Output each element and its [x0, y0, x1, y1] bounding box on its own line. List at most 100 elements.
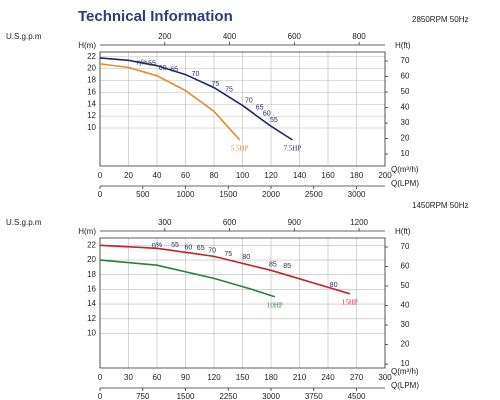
x-tick-label: 120	[264, 171, 278, 180]
y2-tick-label: 20	[401, 340, 410, 349]
curve-label: 15HP	[342, 298, 358, 306]
x-tick-label: 20	[124, 171, 133, 180]
y2-tick-label: 70	[401, 56, 410, 65]
x2-tick-label: 750	[136, 392, 150, 400]
y-tick-label: 12	[87, 314, 96, 323]
y-tick-label: 18	[87, 270, 96, 279]
x-tick-label: 100	[236, 171, 250, 180]
x-tick-label: 60	[181, 171, 190, 180]
efficiency-label: 70	[192, 71, 200, 78]
efficiency-label: 65	[256, 105, 264, 112]
efficiency-label: 75	[212, 81, 220, 88]
efficiency-label: 65	[170, 67, 178, 74]
y2-tick-label: 50	[401, 87, 410, 96]
curve-label: 5.5HP	[231, 144, 249, 152]
y-tick-label: 20	[87, 255, 96, 264]
y2-tick-label: 50	[401, 281, 410, 290]
x3-tick-label: 900	[288, 218, 302, 227]
x2-tick-label: 3000	[348, 190, 366, 199]
y2-tick-label: 10	[401, 149, 410, 158]
x3-tick-label: 200	[158, 32, 172, 41]
x-tick-label: 240	[321, 373, 335, 382]
y2-tick-label: 20	[401, 134, 410, 143]
x2-tick-label: 1500	[219, 190, 237, 199]
efficiency-label: 60	[159, 65, 167, 72]
efficiency-label: 75	[225, 86, 233, 93]
x3-axis-label: U.S.g.p.m	[6, 218, 42, 227]
x-tick-label: 210	[293, 373, 307, 382]
x-tick-label: 0	[98, 373, 103, 382]
x2-tick-label: 2000	[262, 190, 280, 199]
y2-tick-label: 70	[401, 242, 410, 251]
x2-axis-label: Q(LPM)	[391, 381, 419, 390]
efficiency-label: 55	[148, 61, 156, 68]
x-tick-label: 0	[98, 171, 103, 180]
x-tick-label: 80	[210, 171, 219, 180]
x-axis-label: Q(m³/h)	[391, 367, 419, 376]
x2-axis-label: Q(LPM)	[391, 179, 419, 188]
curve	[99, 259, 276, 298]
x-tick-label: 90	[181, 373, 190, 382]
efficiency-label: 60	[184, 244, 192, 251]
x2-tick-label: 3750	[305, 392, 323, 400]
y-tick-label: 20	[87, 64, 96, 73]
x3-tick-label: 800	[352, 32, 366, 41]
y-tick-label: 14	[87, 299, 96, 308]
x3-axis-label: U.S.g.p.m	[6, 32, 42, 41]
y-tick-label: 10	[87, 123, 96, 132]
y2-tick-label: 40	[401, 103, 410, 112]
curve-label: 10HP	[267, 301, 283, 309]
plot-frame	[99, 237, 386, 369]
efficiency-label: 60	[263, 111, 271, 118]
x3-tick-label: 400	[223, 32, 237, 41]
efficiency-label: 55	[270, 117, 278, 124]
x3-tick-label: 600	[288, 32, 302, 41]
curve-label: 7.5HP	[284, 144, 302, 152]
y-tick-label: 16	[87, 285, 96, 294]
x-tick-label: 40	[153, 171, 162, 180]
y-tick-label: 22	[87, 52, 96, 61]
y2-axis-label: H(ft)	[395, 227, 411, 236]
efficiency-label: 85	[269, 261, 277, 268]
x2-tick-label: 3000	[262, 392, 280, 400]
x-tick-label: 180	[350, 171, 364, 180]
x3-tick-label: 1200	[350, 218, 368, 227]
x-tick-label: 150	[236, 373, 250, 382]
rpm-label: 1450RPM 50Hz	[412, 201, 468, 210]
x-tick-label: 160	[321, 171, 335, 180]
x-tick-label: 200	[378, 171, 392, 180]
x2-tick-label: 2250	[219, 392, 237, 400]
x-tick-label: 60	[153, 373, 162, 382]
x-tick-label: 300	[378, 373, 392, 382]
x-tick-label: 180	[264, 373, 278, 382]
x2-tick-label: 4500	[348, 392, 366, 400]
efficiency-label: 80	[330, 282, 338, 289]
y2-tick-label: 40	[401, 301, 410, 310]
y-tick-label: 10	[87, 329, 96, 338]
y2-tick-label: 60	[401, 72, 410, 81]
x2-tick-label: 2500	[305, 190, 323, 199]
x2-tick-label: 0	[98, 392, 103, 400]
y-tick-label: 18	[87, 76, 96, 85]
y2-tick-label: 30	[401, 118, 410, 127]
y2-tick-label: 60	[401, 262, 410, 271]
y2-tick-label: 30	[401, 320, 410, 329]
x-axis-label: Q(m³/h)	[391, 165, 419, 174]
curve	[99, 63, 241, 141]
x2-tick-label: 1000	[177, 190, 195, 199]
x-tick-label: 270	[350, 373, 364, 382]
y-tick-label: 16	[87, 87, 96, 96]
y-tick-label: 14	[87, 99, 96, 108]
efficiency-label: 85	[283, 263, 291, 270]
efficiency-label: 70	[245, 98, 253, 105]
x-tick-label: 140	[293, 171, 307, 180]
y-axis-label: H(m)	[78, 227, 96, 236]
page-title: Technical Information	[78, 8, 233, 25]
efficiency-label: η%	[152, 242, 162, 249]
efficiency-label: 75	[224, 251, 232, 258]
x2-tick-label: 1500	[177, 392, 195, 400]
x3-tick-label: 300	[158, 218, 172, 227]
rpm-label: 2850RPM 50Hz	[412, 15, 468, 24]
y2-axis-label: H(ft)	[395, 41, 411, 50]
